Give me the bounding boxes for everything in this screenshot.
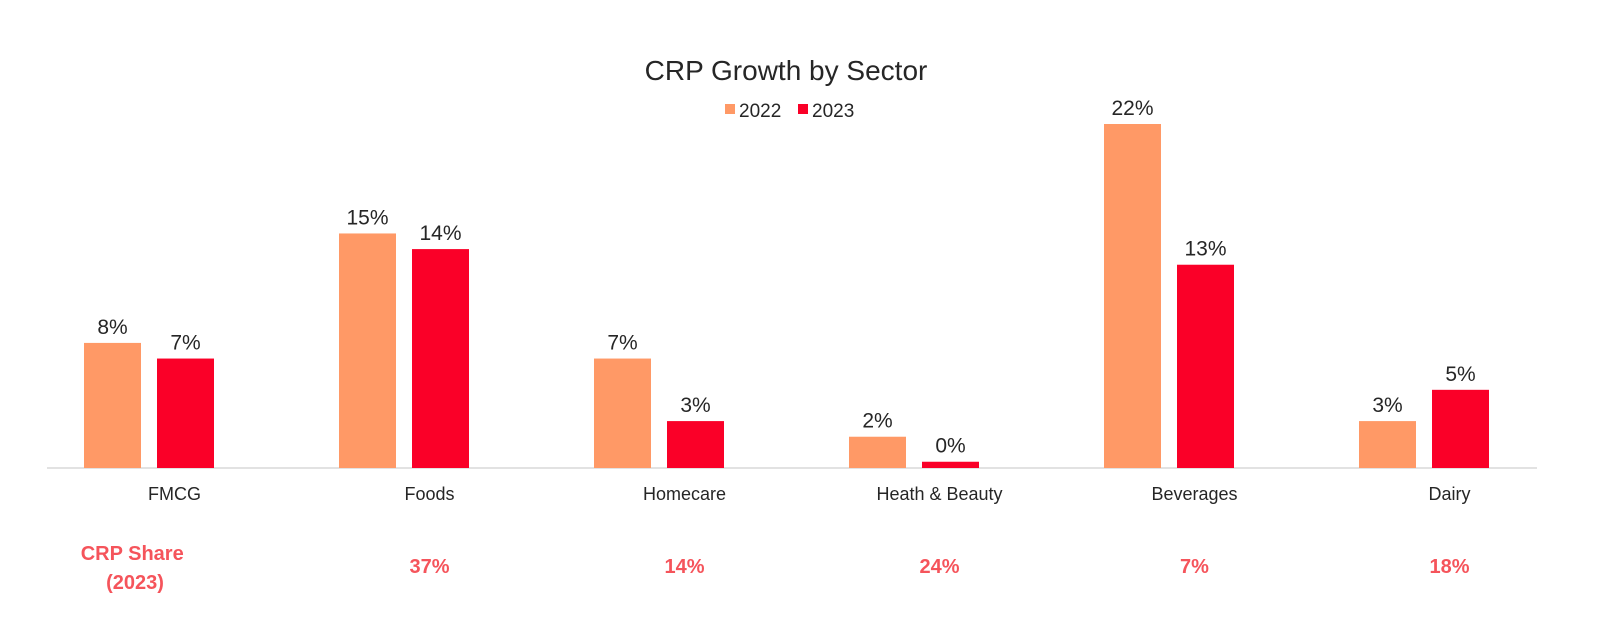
- chart-title: CRP Growth by Sector: [645, 55, 928, 86]
- data-label: 22%: [1111, 97, 1153, 120]
- crp-share-label-line: (2023): [106, 572, 164, 594]
- legend-swatch-2023: [798, 104, 808, 114]
- data-label: 14%: [419, 222, 461, 245]
- bar-2022-beverages: [1104, 124, 1161, 468]
- x-tick-label: Beverages: [1151, 484, 1237, 504]
- bar-2022-dairy: [1359, 421, 1416, 468]
- data-label: 2%: [862, 410, 892, 433]
- data-label: 13%: [1184, 238, 1226, 261]
- data-label: 5%: [1445, 363, 1475, 386]
- x-tick-label: Foods: [404, 484, 454, 504]
- x-tick-label: FMCG: [148, 484, 201, 504]
- crp-share-value: 14%: [664, 556, 704, 578]
- bar-2023-fmcg: [157, 358, 214, 468]
- data-label: 15%: [346, 206, 388, 229]
- chart-legend: 2022 2023: [725, 101, 854, 122]
- data-label: 8%: [97, 316, 127, 339]
- bar-2023-homecare: [667, 421, 724, 468]
- legend-swatch-2022: [725, 104, 735, 114]
- crp-share-value: 18%: [1429, 556, 1469, 578]
- x-tick-label: Homecare: [643, 484, 726, 504]
- crp-share-value: 7%: [1180, 556, 1209, 578]
- data-label: 3%: [680, 394, 710, 417]
- crp-share-values-group: 37% 14% 24% 7% 18%: [409, 556, 1469, 578]
- data-label: 7%: [170, 332, 200, 355]
- x-tick-labels-group: FMCG Foods Homecare Heath & Beauty Beverages…: [148, 484, 1471, 504]
- bar-2022-foods: [339, 233, 396, 468]
- x-tick-label: Dairy: [1428, 484, 1470, 504]
- data-label: 0%: [935, 435, 965, 458]
- bar-2022-heath-beauty: [849, 436, 906, 468]
- data-label: 3%: [1372, 394, 1402, 417]
- crp-share-row: CRP Share (2023) 37% 14% 24% 7% 18%: [81, 543, 1470, 594]
- data-label: 7%: [607, 332, 637, 355]
- crp-share-label: CRP Share (2023): [81, 543, 190, 594]
- bars-group: [84, 124, 1489, 468]
- crp-share-label-line: CRP Share: [81, 543, 184, 565]
- bar-2023-beverages: [1177, 264, 1234, 468]
- bar-2023-foods: [412, 249, 469, 468]
- x-tick-label: Heath & Beauty: [876, 484, 1002, 504]
- legend-label-2023: 2023: [812, 101, 854, 122]
- bar-2022-fmcg: [84, 342, 141, 468]
- bar-2022-homecare: [594, 358, 651, 468]
- bar-2023-heath-beauty: [922, 461, 979, 468]
- crp-share-value: 24%: [919, 556, 959, 578]
- data-labels-group: 8% 7% 15% 14% 7% 3% 2% 0% 22% 13% 3% 5%: [97, 97, 1475, 458]
- crp-share-value: 37%: [409, 556, 449, 578]
- legend-label-2022: 2022: [739, 101, 781, 122]
- bar-2023-dairy: [1432, 389, 1489, 468]
